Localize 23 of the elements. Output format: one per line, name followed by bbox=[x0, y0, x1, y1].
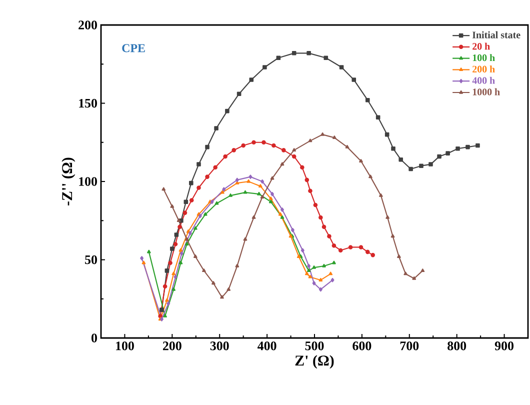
y-tick-label: 50 bbox=[85, 255, 97, 264]
x-tick-label: 500 bbox=[305, 342, 324, 350]
legend-label: 200 h bbox=[472, 65, 495, 73]
y-axis-title: -Z'' (Ω) bbox=[62, 158, 76, 206]
x-tick-label: 800 bbox=[448, 342, 466, 350]
x-tick-label: 400 bbox=[258, 342, 276, 350]
y-tick-label: 200 bbox=[78, 20, 97, 30]
legend-label: 20 h bbox=[472, 42, 490, 50]
legend-label: 100 h bbox=[472, 54, 495, 62]
x-tick-label: 200 bbox=[163, 342, 182, 350]
y-tick-label: 100 bbox=[79, 177, 97, 186]
x-tick-label: 300 bbox=[210, 342, 229, 350]
y-tick-label: 150 bbox=[79, 98, 97, 108]
x-tick-label: 600 bbox=[352, 342, 372, 350]
legend-label: 1000 h bbox=[472, 88, 500, 96]
annotation: CPE bbox=[122, 44, 145, 52]
x-tick-label: 900 bbox=[494, 342, 514, 350]
x-axis-title: Z' (Ω) bbox=[295, 355, 334, 369]
legend-label: Initial state bbox=[472, 31, 520, 38]
x-tick-label: 700 bbox=[400, 342, 419, 350]
x-tick-label: 100 bbox=[116, 342, 134, 350]
legend-label: 400 h bbox=[472, 76, 495, 84]
y-tick-label: 0 bbox=[92, 334, 97, 342]
